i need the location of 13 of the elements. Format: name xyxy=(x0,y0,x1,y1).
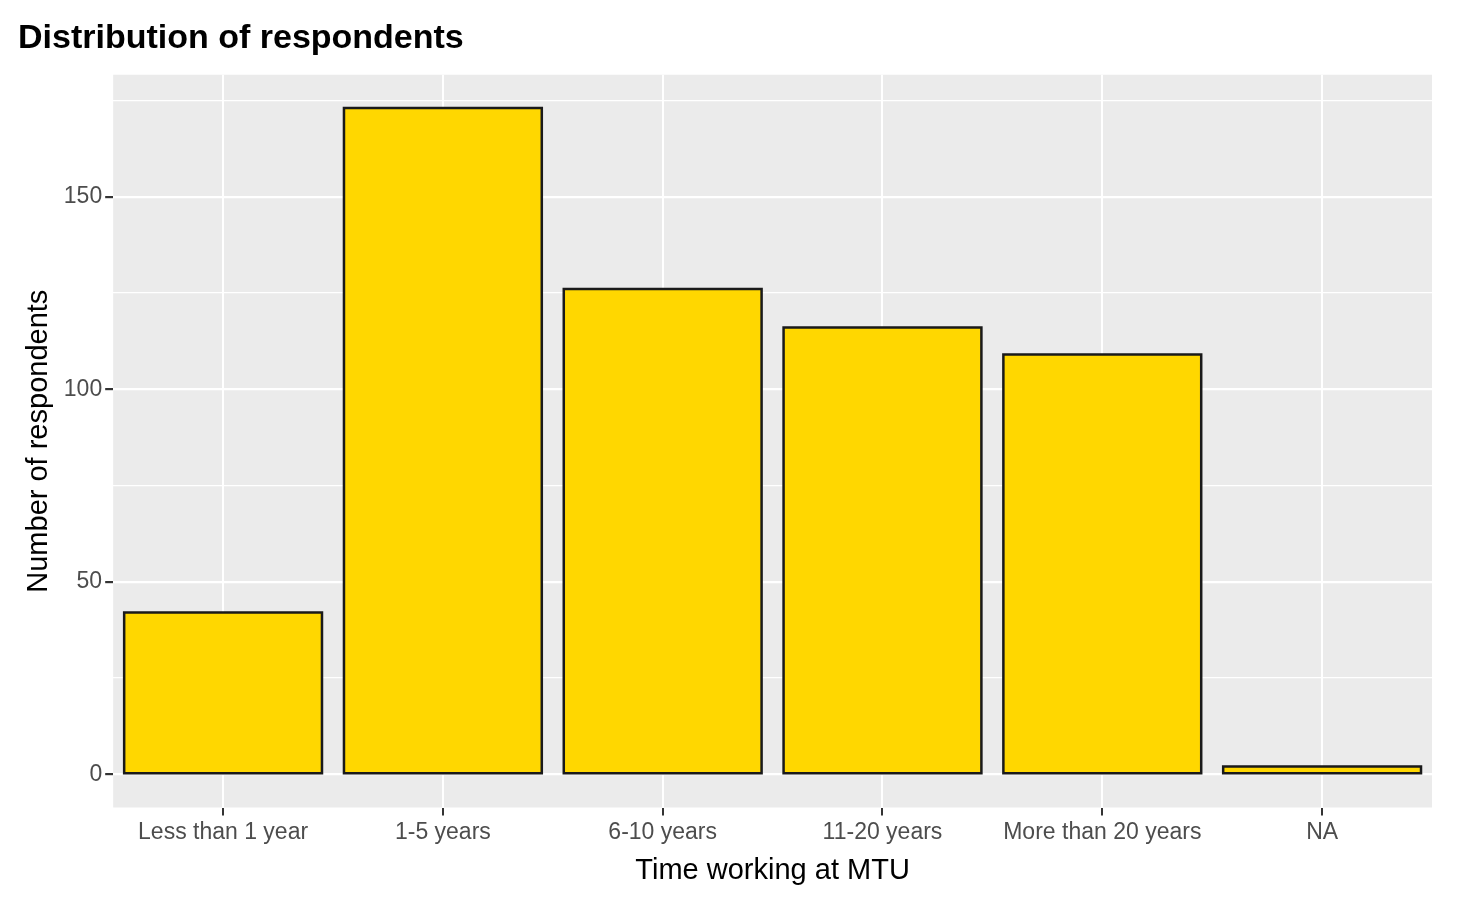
y-axis-title: Number of respondents xyxy=(21,289,54,593)
chart-title: Distribution of respondents xyxy=(18,16,464,55)
x-axis-title: Time working at MTU xyxy=(635,852,910,885)
y-tick-label: 100 xyxy=(63,374,103,401)
y-tick-label: 0 xyxy=(89,759,103,786)
y-tick-label: 150 xyxy=(63,182,103,209)
x-tick-label: 1-5 years xyxy=(394,817,491,844)
x-tick-label: More than 20 years xyxy=(1003,817,1202,844)
x-tick-label: NA xyxy=(1306,817,1339,844)
x-tick-label: 11-20 years xyxy=(822,817,943,844)
x-tick-label: Less than 1 year xyxy=(138,817,309,844)
x-tick-label: 6-10 years xyxy=(608,817,718,844)
y-tick-label: 50 xyxy=(76,567,103,594)
